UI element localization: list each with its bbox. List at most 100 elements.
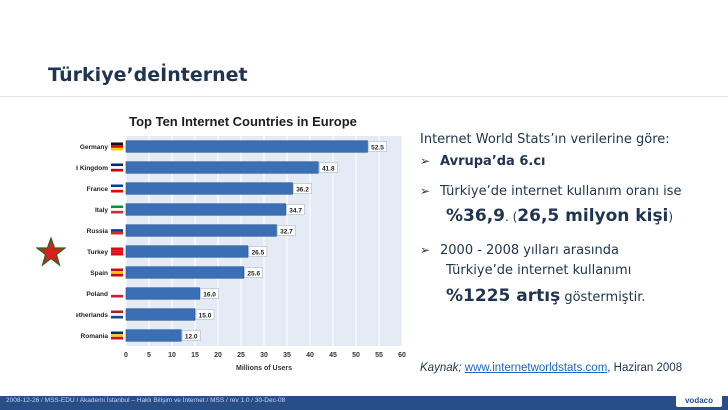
title-divider bbox=[0, 96, 728, 97]
data-label-box bbox=[319, 162, 338, 173]
x-tick-label: 10 bbox=[168, 352, 176, 359]
data-label-box bbox=[277, 225, 296, 236]
data-label: 36.2 bbox=[296, 187, 309, 194]
data-label-box bbox=[200, 288, 219, 299]
bar bbox=[125, 140, 368, 153]
bullet-3: ➢ 2000 - 2008 yılları arasında bbox=[420, 243, 619, 258]
flag-icon bbox=[111, 229, 123, 232]
chart-title: Top Ten Internet Countries in Europe bbox=[129, 114, 357, 129]
data-label-box bbox=[195, 309, 215, 320]
flag-icon bbox=[111, 315, 123, 319]
category-label: Turkey bbox=[87, 249, 108, 256]
data-label: 41.8 bbox=[322, 166, 335, 173]
flag-icon bbox=[111, 168, 123, 172]
usage-close: ) bbox=[668, 210, 674, 224]
x-tick-label: 40 bbox=[306, 352, 314, 359]
category-label: France bbox=[87, 186, 109, 193]
category-label: Spain bbox=[90, 270, 108, 277]
x-tick-label: 15 bbox=[191, 352, 199, 359]
data-label: 25.6 bbox=[247, 271, 260, 278]
source-label: Kaynak; bbox=[420, 362, 462, 374]
flag-icon bbox=[111, 252, 123, 256]
flag-icon bbox=[111, 163, 123, 167]
bullet-1-text: Avrupa’da 6.cı bbox=[440, 154, 546, 169]
data-label: 26.5 bbox=[252, 250, 265, 257]
x-tick-label: 5 bbox=[147, 352, 151, 359]
data-label-box bbox=[244, 267, 264, 278]
source-link[interactable]: www.internetworldstats.com bbox=[464, 362, 608, 374]
bar bbox=[125, 308, 196, 321]
bullet-3-text: 2000 - 2008 yılları arasında bbox=[440, 243, 619, 258]
flag-icon bbox=[111, 145, 123, 148]
growth-text: göstermiştir. bbox=[560, 290, 646, 305]
arrow-bullet-icon: ➢ bbox=[420, 154, 431, 168]
category-label: Germany bbox=[80, 144, 109, 151]
bullet-3-stats: %1225 artış göstermiştir. bbox=[446, 286, 646, 306]
arrow-bullet-icon: ➢ bbox=[420, 243, 431, 257]
x-tick-label: 45 bbox=[329, 352, 337, 359]
data-label: 52.5 bbox=[371, 145, 384, 152]
x-axis-label: Millions of Users bbox=[236, 365, 292, 372]
category-label: Romania bbox=[81, 333, 109, 340]
flag-icon bbox=[111, 289, 123, 293]
flag-icon bbox=[111, 247, 123, 251]
flag-icon bbox=[111, 184, 123, 188]
data-label-box bbox=[286, 204, 305, 215]
flag-icon bbox=[111, 142, 123, 146]
flag-icon bbox=[111, 313, 123, 316]
bar bbox=[125, 245, 249, 258]
flag-icon bbox=[111, 205, 123, 209]
growth-rate: %1225 artış bbox=[446, 286, 561, 306]
data-label: 15.0 bbox=[199, 313, 212, 320]
bar bbox=[125, 203, 286, 216]
source-date: , Haziran 2008 bbox=[607, 362, 683, 374]
x-tick-label: 25 bbox=[237, 352, 245, 359]
category-label: Italy bbox=[95, 207, 108, 214]
bar bbox=[125, 287, 200, 300]
bullet-1: ➢ Avrupa’da 6.cı bbox=[420, 154, 546, 169]
data-label-box bbox=[248, 246, 268, 257]
flag-icon bbox=[111, 271, 123, 274]
bar-chart: 0 5 10 15 20 25 30 35 40 45 50 55 60 Millions of User… bbox=[76, 136, 406, 372]
usage-separator: . ( bbox=[504, 210, 518, 224]
footer-bar: 2008-12-26 / MSS-EDU / Akademi İstanbul … bbox=[0, 396, 728, 410]
flag-icon bbox=[111, 210, 123, 214]
top-band bbox=[0, 0, 728, 34]
data-label: 32.7 bbox=[280, 229, 293, 236]
category-label: United Kingdom bbox=[76, 165, 108, 172]
flag-icon bbox=[111, 231, 123, 235]
x-tick-label: 60 bbox=[398, 352, 406, 359]
bullet-2-text: Türkiye’de internet kullanım oranı ise bbox=[440, 184, 682, 199]
data-label-box bbox=[293, 183, 312, 194]
bar bbox=[125, 266, 245, 279]
user-count: 26,5 milyon kişi bbox=[517, 206, 669, 226]
flag-icon bbox=[111, 336, 123, 340]
usage-rate: %36,9 bbox=[446, 206, 505, 226]
x-tick-label: 20 bbox=[214, 352, 222, 359]
chart-container: Top Ten Internet Countries in Europe 0 5 1… bbox=[76, 114, 410, 376]
intro-text: Internet World Stats’ın verilerine göre: bbox=[420, 132, 670, 147]
data-label: 12.0 bbox=[185, 334, 198, 341]
category-label: Poland bbox=[86, 291, 108, 298]
flag-icon bbox=[111, 268, 123, 272]
x-tick-label: 30 bbox=[260, 352, 268, 359]
company-logo: vodaco bbox=[676, 393, 722, 407]
flag-icon bbox=[111, 166, 123, 169]
flag-icon bbox=[111, 334, 123, 337]
flag-icon bbox=[111, 331, 123, 335]
flag-icon bbox=[111, 208, 123, 211]
category-label: Netherlands bbox=[76, 312, 108, 319]
slide-title: Türkiye’deİnternet bbox=[48, 64, 248, 86]
flag-icon bbox=[111, 189, 123, 193]
bullet-2: ➢ Türkiye’de internet kullanım oranı ise bbox=[420, 184, 681, 199]
data-label: 34.7 bbox=[289, 208, 302, 215]
data-label: 16.0 bbox=[203, 292, 216, 299]
flag-icon bbox=[111, 310, 123, 314]
flag-icon bbox=[111, 250, 123, 253]
flag-icon bbox=[111, 292, 123, 295]
arrow-bullet-icon: ➢ bbox=[420, 184, 431, 198]
bullet-2-stats: %36,9. (26,5 milyon kişi) bbox=[446, 206, 673, 226]
footer-text: 2008-12-26 / MSS-EDU / Akademi İstanbul … bbox=[6, 397, 286, 404]
bar bbox=[125, 182, 293, 195]
flag-icon bbox=[111, 187, 123, 190]
